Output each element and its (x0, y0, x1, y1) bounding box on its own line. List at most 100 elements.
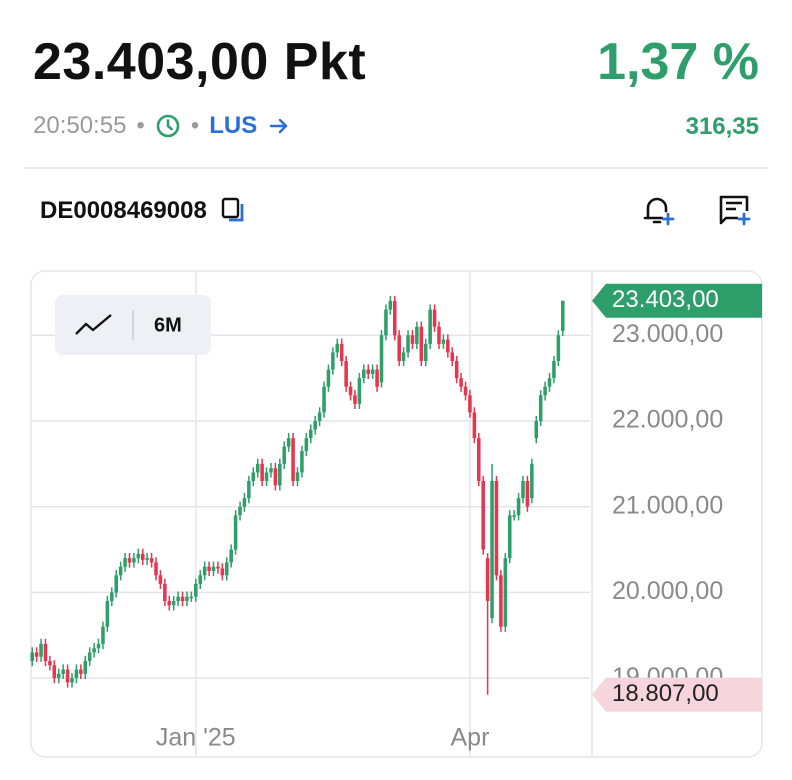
candle-body (83, 661, 88, 674)
candle-body (538, 395, 543, 421)
candle-body (481, 481, 485, 550)
candle-body (393, 301, 397, 336)
candle-body (163, 583, 167, 601)
candle-body (198, 575, 202, 584)
candle-body (189, 596, 194, 599)
candle-body (348, 386, 353, 396)
candle-body (450, 352, 455, 361)
candle-body (211, 566, 216, 571)
candle-body (43, 643, 48, 661)
alert-add-icon[interactable] (640, 192, 676, 228)
chart-card (30, 270, 763, 758)
candle-body (220, 568, 225, 576)
candle-body (516, 498, 521, 516)
candle-body (216, 566, 220, 569)
candle-body (308, 429, 313, 439)
candle-body (61, 669, 65, 674)
candle-body (335, 343, 340, 353)
candle-body (101, 626, 105, 644)
candle-body (154, 562, 158, 576)
candle-body (423, 343, 428, 361)
candle-body (39, 643, 43, 657)
candle-body (87, 652, 92, 661)
candle-body (48, 661, 52, 666)
candle-body (459, 378, 463, 387)
range-toggle[interactable]: 6M (55, 295, 211, 355)
candle-body (437, 326, 441, 344)
candle-body (463, 386, 468, 396)
candle-body (512, 515, 516, 517)
price-tag (592, 677, 762, 712)
candle-body (247, 481, 251, 499)
exchange[interactable]: LUS (209, 112, 258, 139)
candle-body (468, 395, 472, 413)
arrow-icon[interactable] (267, 114, 291, 138)
y-tick-label: 20.000,00 (612, 577, 723, 605)
candle-body (499, 575, 503, 627)
candle-body (304, 438, 309, 451)
candle-body (185, 596, 189, 601)
candle-body (441, 339, 446, 344)
x-tick-label: Apr (450, 724, 489, 752)
candle-body (282, 446, 287, 464)
candle-body (406, 335, 410, 353)
isin-row: DE0008469008 (40, 197, 247, 225)
candle-body (547, 378, 552, 387)
candle-body (132, 558, 136, 563)
candle-body (176, 596, 180, 601)
dot: • (136, 112, 145, 139)
candle-body (273, 468, 278, 486)
candle-body (114, 575, 118, 593)
y-tick-label: 22.000,00 (612, 406, 723, 434)
candle-body (419, 326, 424, 361)
candle-body (525, 481, 530, 507)
candle-body (286, 438, 291, 447)
candle-body (207, 566, 211, 571)
candle-body (242, 498, 247, 507)
candle-body (432, 309, 437, 327)
candle-body (238, 506, 242, 516)
candle-body (379, 335, 384, 383)
candle-body (362, 369, 366, 379)
y-tick-label: 23.000,00 (612, 320, 723, 348)
price-tag (592, 283, 762, 318)
candle-body (269, 468, 273, 473)
candle-body (388, 301, 393, 310)
candle-body (180, 596, 185, 601)
candle-body (264, 472, 269, 481)
note-add-icon[interactable] (716, 192, 752, 228)
candle-body (118, 566, 123, 576)
candle-body (472, 412, 477, 439)
clock-icon (156, 114, 180, 138)
candle-body (149, 558, 154, 563)
candle-body (255, 463, 260, 473)
candle-body (397, 335, 401, 361)
candle-body (503, 558, 508, 627)
copy-icon[interactable] (221, 197, 247, 225)
candle-body (331, 352, 335, 370)
candle-body (454, 361, 459, 379)
candle-body (494, 481, 499, 576)
candle-body (561, 300, 565, 331)
candle-body (70, 678, 74, 683)
change-percent: 1,37 % (597, 33, 759, 91)
candle-body (123, 558, 127, 567)
x-tick-label: Jan '25 (156, 724, 236, 752)
candle-body (34, 652, 39, 657)
y-tick-label: 21.000,00 (612, 491, 723, 519)
candle-body (490, 481, 494, 619)
candle-body (110, 592, 114, 601)
range-label[interactable]: 6M (154, 314, 182, 336)
candle-body (300, 451, 304, 473)
candle-body (224, 562, 229, 576)
line-icon[interactable] (75, 314, 112, 335)
divider (25, 167, 768, 169)
candle-body (202, 566, 207, 576)
price-tag-label: 23.403,00 (612, 286, 719, 313)
candle-body (30, 652, 34, 661)
candle-body (260, 463, 264, 481)
candle-body (52, 665, 57, 679)
candle-body (171, 601, 176, 606)
